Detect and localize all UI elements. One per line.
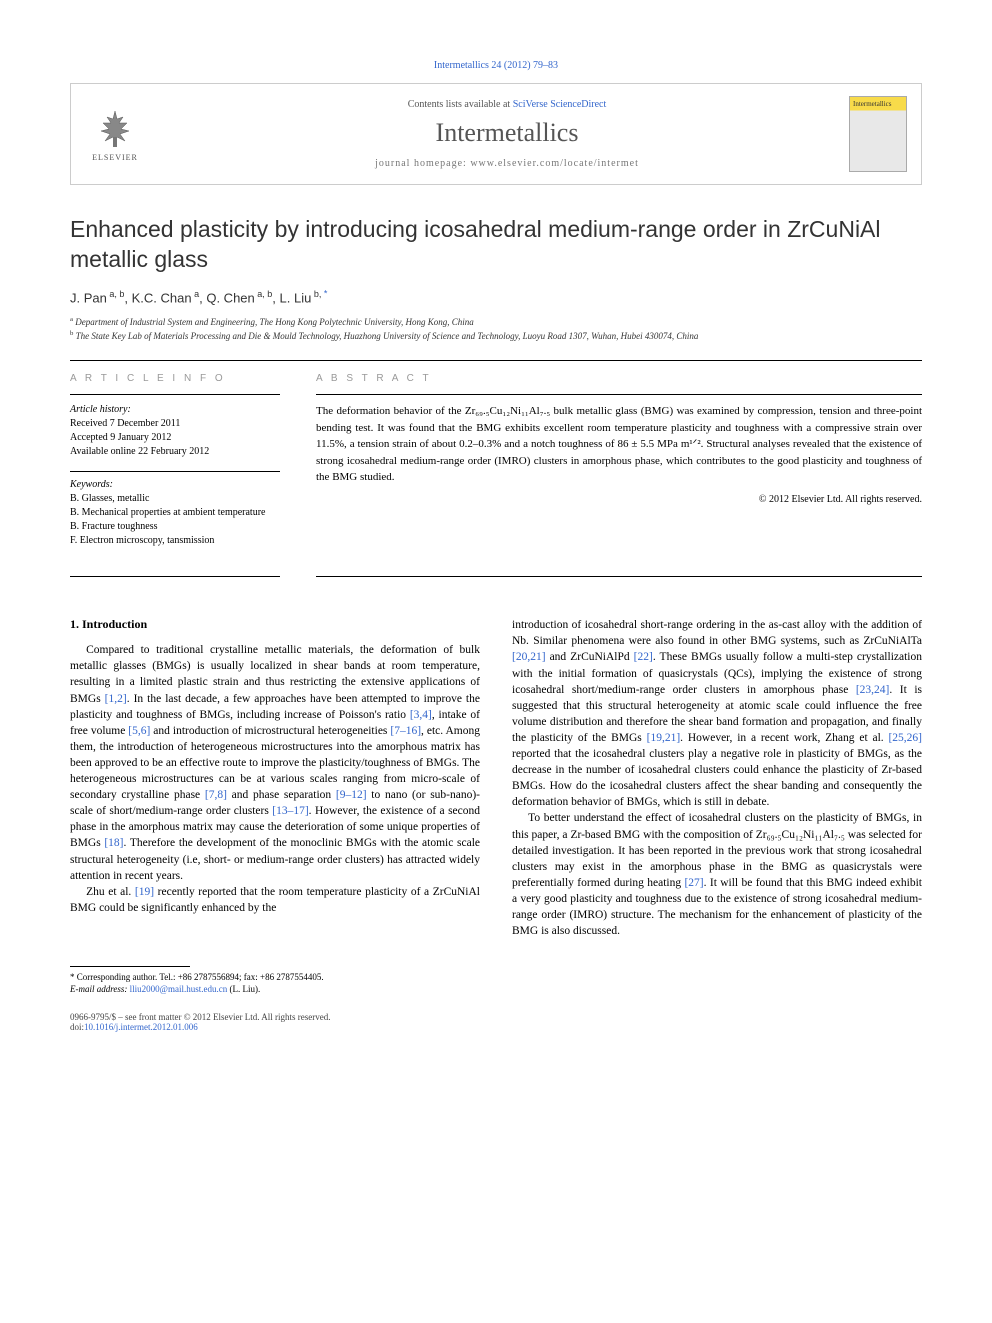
abstract-panel: A B S T R A C T The deformation behavior… [316, 373, 922, 560]
homepage-url[interactable]: www.elsevier.com/locate/intermet [470, 158, 639, 169]
bottom-metadata: 0966-9795/$ – see front matter © 2012 El… [70, 1012, 480, 1032]
footnotes: * Corresponding author. Tel.: +86 278755… [70, 971, 480, 996]
citation-link[interactable]: Intermetallics 24 (2012) 79–83 [434, 60, 558, 71]
homepage-line: journal homepage: www.elsevier.com/locat… [165, 158, 849, 169]
email-link[interactable]: lliu2000@mail.hust.edu.cn [130, 984, 228, 994]
citation-ref[interactable]: [7–16] [390, 725, 421, 737]
citation-ref[interactable]: [7,8] [205, 789, 227, 801]
authors-list: J. Pan a, b, K.C. Chan a, Q. Chen a, b, … [70, 289, 922, 305]
body-columns: 1. Introduction Compared to traditional … [70, 617, 922, 1032]
citation-ref[interactable]: [1,2] [105, 693, 127, 705]
keyword: B. Mechanical properties at ambient temp… [70, 506, 280, 520]
online-date: Available online 22 February 2012 [70, 445, 280, 459]
keywords-label: Keywords: [70, 478, 280, 492]
left-column: 1. Introduction Compared to traditional … [70, 617, 480, 1032]
citation-ref[interactable]: [5,6] [128, 725, 150, 737]
section-heading: 1. Introduction [70, 617, 480, 632]
footnote-separator [70, 966, 190, 967]
divider [70, 394, 280, 395]
contents-line: Contents lists available at SciVerse Sci… [165, 99, 849, 110]
issn-line: 0966-9795/$ – see front matter © 2012 El… [70, 1012, 480, 1022]
journal-header: ELSEVIER Contents lists available at Sci… [70, 83, 922, 185]
keyword: B. Fracture toughness [70, 520, 280, 534]
body-text: introduction of icosahedral short-range … [512, 617, 922, 939]
keyword: B. Glasses, metallic [70, 492, 280, 506]
author[interactable]: J. Pan [70, 290, 107, 305]
citation-ref[interactable]: [25,26] [888, 732, 922, 744]
abstract-text: The deformation behavior of the Zr₆₉.₅Cu… [316, 403, 922, 486]
citation-ref[interactable]: [19] [135, 886, 154, 898]
history-label: Article history: [70, 403, 280, 417]
received-date: Received 7 December 2011 [70, 417, 280, 431]
body-text: Compared to traditional crystalline meta… [70, 642, 480, 916]
citation-ref[interactable]: [27] [684, 877, 703, 889]
corresponding-marker[interactable]: * [321, 290, 327, 305]
citation-ref[interactable]: [23,24] [856, 684, 890, 696]
journal-cover-thumbnail[interactable]: Intermetallics [849, 96, 907, 172]
email-label: E-mail address: [70, 984, 130, 994]
divider [70, 471, 280, 472]
abstract-heading: A B S T R A C T [316, 373, 922, 384]
publisher-name: ELSEVIER [92, 153, 138, 162]
article-info-heading: A R T I C L E I N F O [70, 373, 280, 384]
citation-ref[interactable]: [18] [104, 837, 123, 849]
journal-citation: Intermetallics 24 (2012) 79–83 [70, 60, 922, 71]
citation-ref[interactable]: [13–17] [272, 805, 308, 817]
copyright-line: © 2012 Elsevier Ltd. All rights reserved… [316, 494, 922, 505]
author[interactable]: Q. Chen [206, 290, 254, 305]
elsevier-logo[interactable]: ELSEVIER [85, 99, 145, 169]
divider [316, 576, 922, 577]
citation-ref[interactable]: [22] [634, 651, 653, 663]
sciencedirect-link[interactable]: SciVerse ScienceDirect [513, 99, 607, 110]
citation-ref[interactable]: [20,21] [512, 651, 546, 663]
divider [70, 360, 922, 361]
right-column: introduction of icosahedral short-range … [512, 617, 922, 1032]
doi-link[interactable]: 10.1016/j.intermet.2012.01.006 [84, 1022, 198, 1032]
citation-ref[interactable]: [9–12] [336, 789, 367, 801]
accepted-date: Accepted 9 January 2012 [70, 431, 280, 445]
corresponding-author-note: * Corresponding author. Tel.: +86 278755… [70, 971, 480, 984]
author[interactable]: L. Liu [280, 290, 312, 305]
author[interactable]: K.C. Chan [132, 290, 192, 305]
divider [70, 576, 280, 577]
citation-ref[interactable]: [3,4] [410, 709, 432, 721]
article-title: Enhanced plasticity by introducing icosa… [70, 215, 922, 275]
journal-name: Intermetallics [165, 118, 849, 148]
divider [316, 394, 922, 395]
affiliations: a Department of Industrial System and En… [70, 315, 922, 342]
citation-ref[interactable]: [19,21] [647, 732, 681, 744]
article-info-panel: A R T I C L E I N F O Article history: R… [70, 373, 280, 560]
keyword: F. Electron microscopy, tansmission [70, 534, 280, 548]
elsevier-tree-icon [93, 107, 137, 151]
